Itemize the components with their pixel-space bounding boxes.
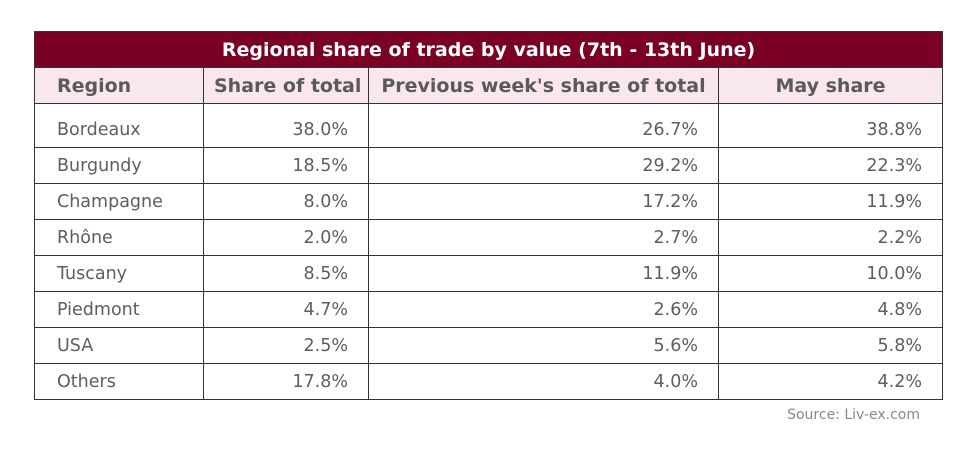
region-cell: Bordeaux bbox=[34, 112, 204, 148]
region-cell: Rhône bbox=[34, 219, 204, 256]
table-title-row: Regional share of trade by value (7th - … bbox=[33, 31, 944, 68]
table-row: Burgundy 18.5% 29.2% 22.3% bbox=[34, 147, 944, 184]
spacer-cell bbox=[717, 103, 944, 112]
may-share-cell: 4.2% bbox=[717, 363, 944, 400]
share-cell: 2.5% bbox=[203, 327, 369, 364]
table-row: Piedmont 4.7% 2.6% 4.8% bbox=[34, 291, 944, 328]
table-row: Others 17.8% 4.0% 4.2% bbox=[34, 363, 944, 400]
trade-share-table: Regional share of trade by value (7th - … bbox=[33, 31, 944, 400]
spacer-cell bbox=[368, 103, 719, 112]
share-cell: 8.5% bbox=[203, 255, 369, 292]
share-cell: 18.5% bbox=[203, 147, 369, 184]
spacer-cell bbox=[34, 103, 204, 112]
column-header-region: Region bbox=[34, 67, 204, 104]
share-cell: 2.0% bbox=[203, 219, 369, 256]
table-row: Champagne 8.0% 17.2% 11.9% bbox=[34, 183, 944, 220]
source-attribution: Source: Liv-ex.com bbox=[787, 407, 920, 423]
region-cell: USA bbox=[34, 327, 204, 364]
prev-week-share-cell: 2.6% bbox=[368, 291, 719, 328]
column-header-row: Region Share of total Previous week's sh… bbox=[34, 67, 944, 104]
trade-share-table-container: Regional share of trade by value (7th - … bbox=[33, 31, 944, 400]
region-cell: Champagne bbox=[34, 183, 204, 220]
table-row: USA 2.5% 5.6% 5.8% bbox=[34, 327, 944, 364]
may-share-cell: 22.3% bbox=[717, 147, 944, 184]
prev-week-share-cell: 11.9% bbox=[368, 255, 719, 292]
region-cell: Piedmont bbox=[34, 291, 204, 328]
column-header-previous-week-share: Previous week's share of total bbox=[368, 67, 719, 104]
share-cell: 38.0% bbox=[203, 112, 369, 148]
may-share-cell: 4.8% bbox=[717, 291, 944, 328]
prev-week-share-cell: 4.0% bbox=[368, 363, 719, 400]
prev-week-share-cell: 29.2% bbox=[368, 147, 719, 184]
prev-week-share-cell: 5.6% bbox=[368, 327, 719, 364]
may-share-cell: 2.2% bbox=[717, 219, 944, 256]
table-row: Bordeaux 38.0% 26.7% 38.8% bbox=[34, 112, 944, 148]
prev-week-share-cell: 26.7% bbox=[368, 112, 719, 148]
table-row: Tuscany 8.5% 11.9% 10.0% bbox=[34, 255, 944, 292]
share-cell: 17.8% bbox=[203, 363, 369, 400]
may-share-cell: 11.9% bbox=[717, 183, 944, 220]
column-header-share-of-total: Share of total bbox=[203, 67, 369, 104]
prev-week-share-cell: 17.2% bbox=[368, 183, 719, 220]
region-cell: Burgundy bbox=[34, 147, 204, 184]
share-cell: 8.0% bbox=[203, 183, 369, 220]
prev-week-share-cell: 2.7% bbox=[368, 219, 719, 256]
region-cell: Tuscany bbox=[34, 255, 204, 292]
share-cell: 4.7% bbox=[203, 291, 369, 328]
table-row: Rhône 2.0% 2.7% 2.2% bbox=[34, 219, 944, 256]
table-title: Regional share of trade by value (7th - … bbox=[33, 31, 944, 68]
region-cell: Others bbox=[34, 363, 204, 400]
column-header-may-share: May share bbox=[717, 67, 944, 104]
may-share-cell: 38.8% bbox=[717, 112, 944, 148]
may-share-cell: 10.0% bbox=[717, 255, 944, 292]
spacer-row bbox=[34, 103, 944, 112]
may-share-cell: 5.8% bbox=[717, 327, 944, 364]
spacer-cell bbox=[203, 103, 369, 112]
